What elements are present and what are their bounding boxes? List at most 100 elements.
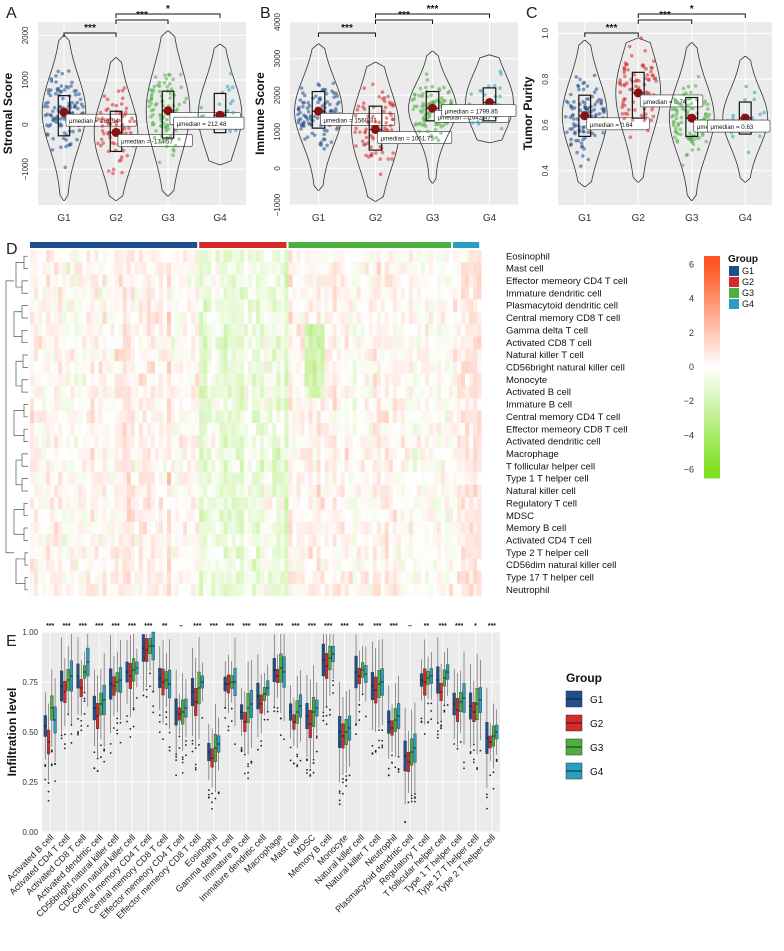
- heatmap-cell: [187, 509, 192, 523]
- heatmap-cell: [106, 472, 111, 486]
- heatmap-cell: [114, 262, 119, 276]
- heatmap-cell: [106, 484, 111, 498]
- heatmap-cell: [268, 583, 273, 597]
- data-point-G3: [429, 93, 434, 97]
- data-point-G1: [64, 84, 69, 89]
- heatmap-cell: [465, 287, 470, 300]
- data-point-G1: [66, 69, 71, 73]
- colorbar-segment: [704, 426, 720, 431]
- heatmap-cell: [106, 509, 111, 523]
- heatmap-cell: [243, 287, 249, 300]
- heatmap-cell: [239, 472, 245, 486]
- heatmap-cell: [191, 521, 196, 535]
- heatmap-cell: [332, 546, 337, 560]
- data-point-G4: [230, 85, 235, 90]
- heatmap-cell: [215, 521, 220, 535]
- heatmap-cell: [62, 472, 67, 486]
- heatmap-cell: [376, 497, 382, 510]
- heatmap-cell: [348, 385, 353, 399]
- heatmap-cell: [328, 558, 333, 572]
- heatmap-cell: [384, 299, 390, 313]
- heatmap-cell: [352, 484, 358, 498]
- heatmap-cell: [239, 324, 245, 337]
- heatmap-cell: [122, 509, 127, 523]
- outlier-point: [175, 755, 178, 758]
- data-point-G2: [377, 120, 381, 125]
- heatmap-cell: [106, 534, 111, 547]
- data-point-G3: [154, 129, 158, 133]
- heatmap-cell: [166, 311, 172, 325]
- data-point-G3: [705, 102, 710, 107]
- outlier-point: [70, 733, 73, 735]
- data-point-G3: [168, 92, 173, 96]
- heatmap-cell: [30, 472, 35, 486]
- heatmap-cell: [280, 336, 285, 350]
- violin-G2: [615, 37, 662, 183]
- data-point-G3: [686, 137, 691, 141]
- colorbar-segment: [704, 322, 720, 327]
- data-point-G1: [62, 131, 67, 135]
- heatmap-cell: [477, 250, 482, 263]
- heatmap-cell: [78, 460, 83, 473]
- heatmap-cell: [457, 546, 462, 560]
- heatmap-cell: [219, 311, 224, 325]
- heatmap-cell: [138, 274, 144, 288]
- colorbar-segment: [704, 363, 720, 368]
- heatmap-cell: [86, 546, 91, 560]
- heatmap-cell: [360, 460, 366, 473]
- heatmap-cell: [102, 311, 107, 325]
- heatmap-cell: [388, 336, 394, 350]
- heatmap-cell: [332, 472, 337, 486]
- heatmap-cell: [457, 274, 462, 288]
- colorbar-segment: [704, 355, 720, 360]
- heatmap-cell: [316, 336, 321, 350]
- heatmap-cell: [235, 373, 241, 387]
- heatmap-cell: [38, 423, 43, 436]
- heatmap-cell: [292, 336, 297, 350]
- heatmap-cell: [154, 299, 160, 313]
- heatmap-cell: [356, 534, 362, 547]
- heatmap-cell: [396, 497, 402, 510]
- heatmap-cell: [260, 521, 265, 535]
- heatmap-cell: [312, 447, 317, 461]
- heatmap-cell: [179, 571, 184, 584]
- heatmap-cell: [158, 497, 164, 510]
- heatmap-cell: [98, 262, 103, 276]
- heatmap-cell: [195, 435, 200, 449]
- heatmap-cell: [276, 460, 281, 473]
- heatmap-cell: [134, 583, 140, 597]
- heatmap-cell: [428, 497, 434, 510]
- heatmap-cell: [62, 373, 67, 387]
- data-point-G4: [229, 71, 233, 76]
- heatmap-cell: [187, 484, 192, 498]
- heatmap-cell: [74, 311, 79, 325]
- heatmap-cell: [457, 558, 462, 572]
- heatmap-cell: [428, 447, 434, 461]
- heatmap-cell: [272, 262, 277, 276]
- data-point-G2: [642, 118, 647, 123]
- heatmap-cell: [300, 447, 305, 461]
- heatmap-cell: [102, 348, 107, 362]
- heatmap-cell: [54, 299, 59, 313]
- heatmap-cell: [448, 435, 454, 449]
- heatmap-cell: [461, 336, 466, 350]
- heatmap-cell: [280, 373, 285, 387]
- heatmap-cell: [308, 348, 313, 362]
- heatmap-cell: [74, 274, 79, 288]
- heatmap-cell: [247, 571, 253, 584]
- heatmap-cell: [171, 250, 176, 263]
- heatmap-cell: [154, 311, 160, 325]
- heatmap-cell: [82, 484, 87, 498]
- heatmap-cell: [106, 274, 111, 288]
- heatmap-cell: [30, 311, 35, 325]
- heatmap-cell: [62, 435, 67, 449]
- heatmap-cell: [436, 583, 442, 597]
- heatmap-cell: [380, 447, 386, 461]
- heatmap-cell: [118, 534, 123, 547]
- data-point-G1: [328, 102, 332, 107]
- heatmap-cell: [34, 373, 39, 387]
- heatmap-cell: [231, 373, 237, 387]
- data-point-G1: [297, 105, 301, 110]
- heatmap-cell: [473, 250, 478, 263]
- data-point-G2: [106, 107, 110, 111]
